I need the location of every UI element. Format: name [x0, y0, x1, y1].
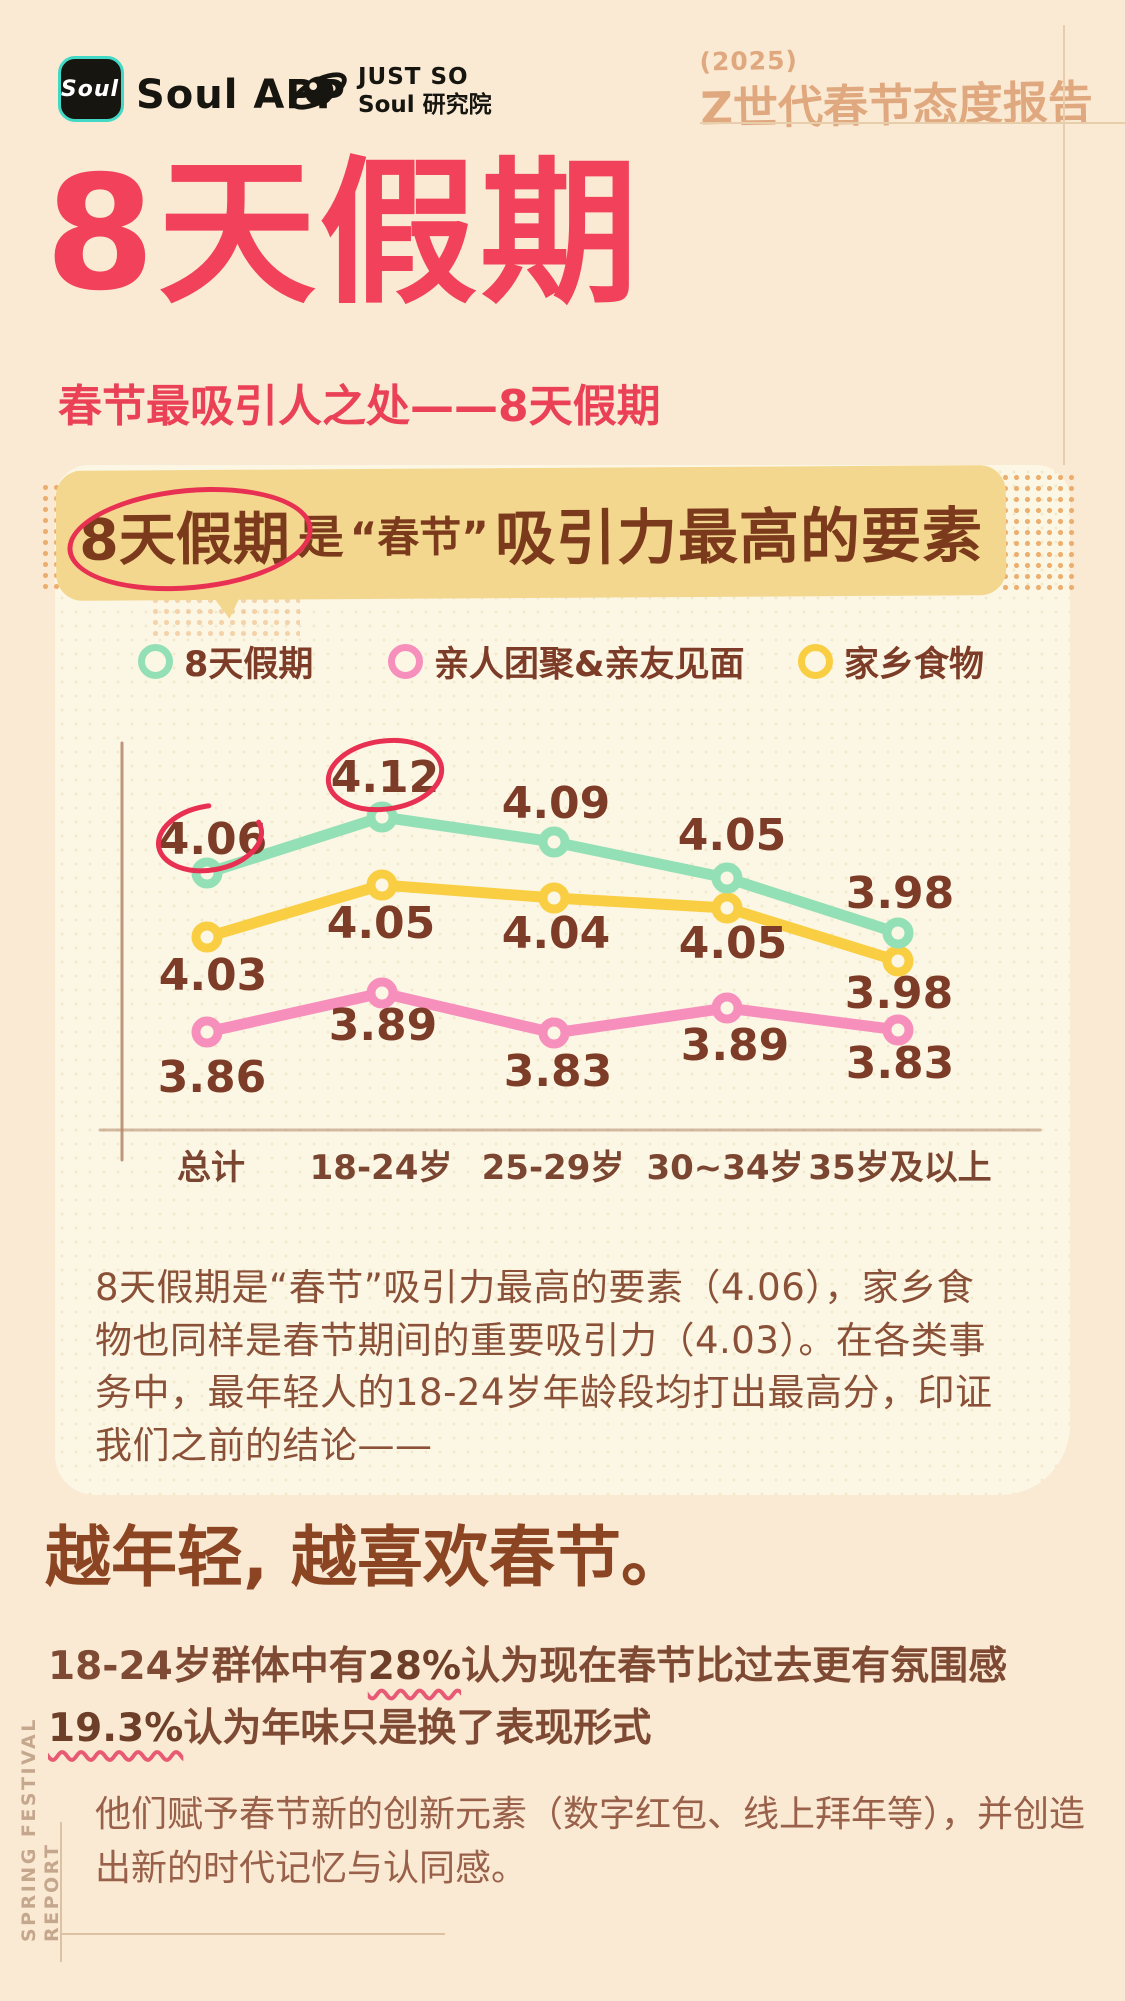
soul-app-icon: Soul: [58, 56, 124, 122]
banner-quoted-text: “春节”: [349, 511, 490, 562]
orbit-planet-icon: [291, 72, 347, 110]
report-title: Z世代春节态度报告: [699, 75, 1094, 136]
card-paragraph: 8天假期是“春节”吸引力最高的要素（4.06），家乡食物也同样是春节期间的重要吸…: [95, 1266, 993, 1467]
legend-item-holiday: 8天假期: [138, 636, 313, 687]
banner-circled-label: 8天假期: [78, 506, 290, 574]
stat1-value: 28%: [367, 1644, 462, 1689]
banner-circled-text: 8天假期: [62, 476, 318, 602]
vertical-side-label: SPRING FESTIVAL REPORT: [18, 1717, 64, 1942]
legend-item-family: 亲人团聚&亲友见面: [388, 636, 745, 687]
halftone-dots-right: [1000, 472, 1078, 594]
stat-line-1: 18-24岁群体中有28%认为现在春节比过去更有氛围感: [48, 1636, 1098, 1698]
institute-line1: JUST SO: [358, 64, 469, 90]
guide-line-bottom-left-horizontal: [60, 1933, 445, 1935]
stats-block: 18-24岁群体中有28%认为现在春节比过去更有氛围感 19.3%认为年味只是换…: [48, 1636, 1098, 1759]
guide-line-top-right-vertical: [1063, 25, 1065, 465]
stat-line-2: 19.3%认为年味只是换了表现形式: [48, 1698, 1098, 1760]
legend-ring-yellow-icon: [798, 644, 833, 679]
institute-line2: Soul 研究院: [358, 91, 492, 118]
banner-connector-text: 是: [297, 510, 344, 565]
chart-card: [55, 465, 1070, 1495]
legend-ring-pink-icon: [388, 644, 423, 679]
guide-line-top-right-horizontal: [700, 122, 1125, 124]
stat1-suffix: 认为现在春节比过去更有氛围感: [461, 1644, 1008, 1689]
legend-label: 亲人团聚&亲友见面: [434, 645, 745, 685]
page-subtitle: 春节最吸引人之处——8天假期: [58, 381, 661, 432]
page-title: 8天假期: [45, 142, 641, 326]
legend-item-food: 家乡食物: [798, 636, 984, 687]
guide-line-bottom-left-vertical: [60, 1822, 62, 1962]
vertical-label-line2: REPORT: [41, 1842, 63, 1942]
soul-institute-wordmark: JUST SO Soul 研究院: [358, 64, 492, 119]
legend-label: 家乡食物: [844, 645, 985, 685]
stat2-value: 19.3%: [48, 1705, 184, 1751]
stat1-prefix: 18-24岁群体中有: [48, 1644, 368, 1689]
section-headline: 越年轻, 越喜欢春节。: [45, 1519, 688, 1596]
closing-paragraph: 他们赋予春节新的创新元素（数字红包、线上拜年等），并创造出新的时代记忆与认同感。: [95, 1794, 1086, 1889]
soul-icon-label: Soul: [60, 76, 120, 102]
stat2-suffix: 认为年味只是换了表现形式: [183, 1705, 652, 1751]
legend-label: 8天假期: [184, 645, 314, 685]
banner-emphasis-text: 吸引力最高的要素: [494, 500, 984, 574]
vertical-label-line1: SPRING FESTIVAL: [18, 1717, 40, 1942]
legend-ring-green-icon: [138, 644, 173, 679]
card-banner: 8天假期 是 “春节” 吸引力最高的要素: [55, 465, 1007, 602]
banner-tail: [203, 588, 243, 620]
